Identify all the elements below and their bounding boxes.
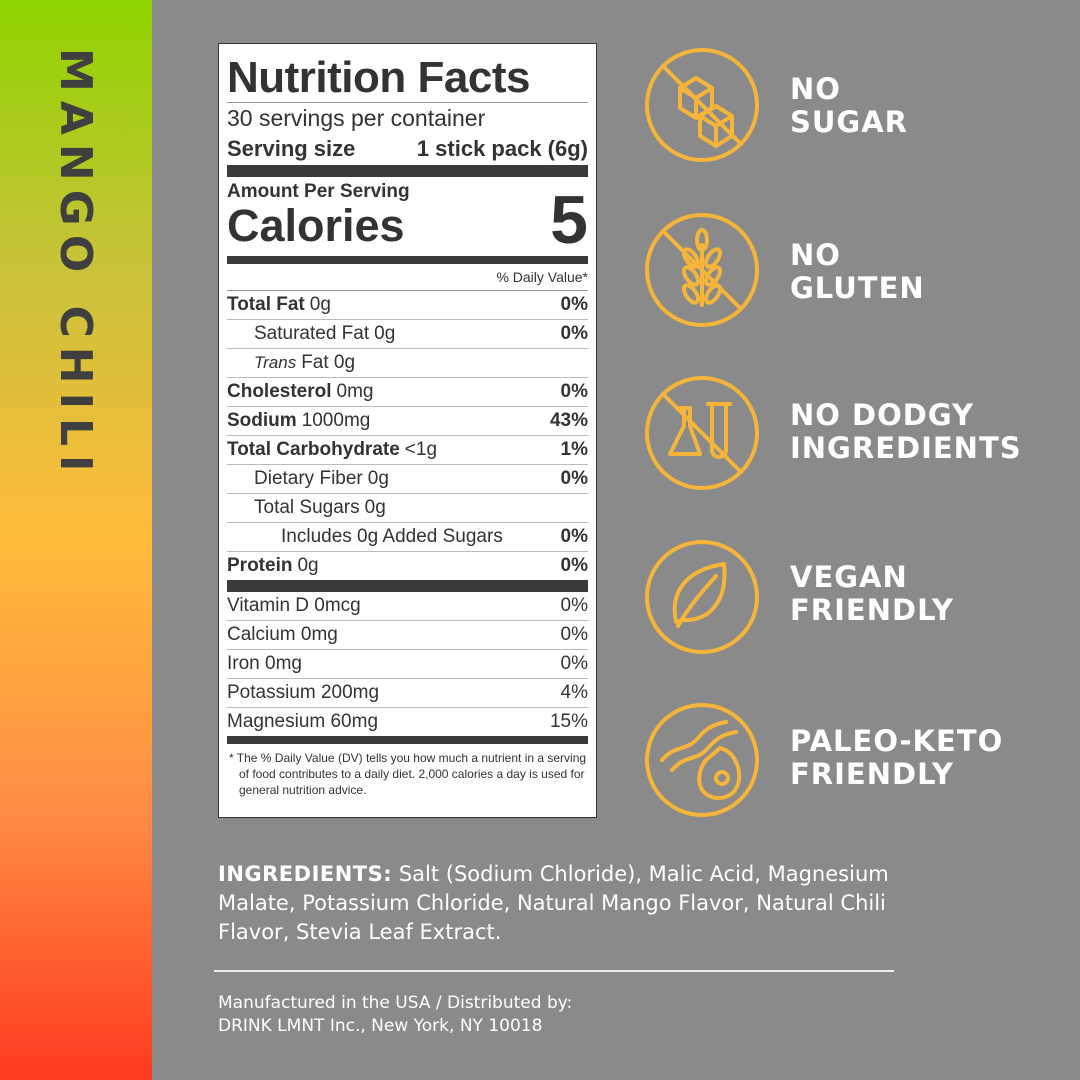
nutrient-amount: <1g [404, 439, 438, 460]
badge-line: FRIENDLY [790, 593, 955, 627]
rule [227, 256, 588, 264]
nutrient-name: Includes 0g Added Sugars [281, 526, 503, 547]
nutrient-row: Total Carbohydrate <1g 1% [227, 436, 588, 465]
vitamin-name: Potassium 200mg [227, 682, 380, 703]
badge-line: SUGAR [790, 105, 909, 139]
vitamin-name: Iron 0mg [227, 653, 302, 674]
rule [227, 580, 588, 592]
vitamin-dv: 0% [560, 624, 588, 645]
serving-size-label: Serving size [227, 136, 356, 161]
badge: PALEO-KETO FRIENDLY [790, 725, 1003, 791]
vitamin-row: Potassium 200mg 4% [227, 679, 588, 708]
nutrient-name: Trans [254, 353, 297, 372]
badge-line: INGREDIENTS [790, 431, 1022, 465]
nutrient-amount: 0g [297, 555, 319, 576]
badge: VEGAN FRIENDLY [790, 561, 954, 627]
badge-line: PALEO-KETO [790, 724, 1004, 758]
nutrient-amount: 0g [374, 323, 396, 344]
flavor-name: MANGO CHILI [50, 48, 101, 481]
vitamin-row: Magnesium 60mg 15% [227, 708, 588, 736]
no-dodgy-ingredients-icon [645, 376, 759, 490]
nutrient-dv: 0% [560, 381, 588, 402]
badge-line: NO DODGY [790, 398, 974, 432]
no-gluten-icon [645, 213, 759, 327]
badge-line: VEGAN [790, 560, 908, 594]
nutrient-amount: 0g [367, 468, 389, 489]
manufacturer: Manufactured in the USA / Distributed by… [218, 992, 572, 1038]
vitamin-row: Calcium 0mg 0% [227, 621, 588, 650]
badge-line: NO [790, 72, 841, 106]
vitamin-row: Iron 0mg 0% [227, 650, 588, 679]
nutrient-row: Cholesterol 0mg 0% [227, 378, 588, 407]
label-title: Nutrition Facts [227, 53, 530, 102]
nutrition-label: Nutrition Facts 30 servings per containe… [218, 43, 597, 818]
rule [227, 165, 588, 177]
nutrient-name: Sodium [227, 410, 297, 431]
nutrient-row: Total Sugars 0g [227, 494, 588, 523]
nutrient-dv: 0% [560, 555, 588, 576]
nutrient-amount: 0g [309, 294, 331, 315]
badge: NO DODGY INGREDIENTS [790, 399, 1022, 465]
nutrient-row: Dietary Fiber 0g 0% [227, 465, 588, 494]
nutrient-row: Includes 0g Added Sugars 0% [227, 523, 588, 552]
nutrient-dv: 1% [560, 439, 588, 460]
nutrient-dv: 43% [549, 410, 588, 431]
ingredients-text: Salt (Sodium Chloride), Malic Acid, Magn… [218, 862, 889, 944]
flavor-strip [0, 0, 152, 1080]
no-sugar-icon [645, 48, 759, 162]
divider [214, 970, 894, 972]
nutrient-name: Dietary Fiber [254, 468, 363, 489]
vitamin-name: Magnesium 60mg [227, 711, 379, 732]
ingredients-label: INGREDIENTS: [218, 862, 393, 886]
vitamin-name: Vitamin D 0mcg [227, 595, 361, 616]
nutrient-dv: 0% [560, 468, 588, 489]
vitamin-row: Vitamin D 0mcg 0% [227, 592, 588, 621]
nutrient-row: Saturated Fat 0g 0% [227, 320, 588, 349]
footnote: * The % Daily Value (DV) tells you how m… [229, 751, 587, 797]
nutrient-dv: 0% [560, 526, 588, 547]
nutrient-row: Protein 0g 0% [227, 552, 588, 580]
nutrient-row: Sodium 1000mg 43% [227, 407, 588, 436]
badge-line: NO [790, 238, 841, 272]
vitamin-dv: 15% [549, 711, 588, 732]
rule [227, 736, 588, 744]
nutrient-name: Protein [227, 555, 293, 576]
daily-value-header: % Daily Value* [227, 264, 588, 291]
amount-per-serving: Amount Per Serving [227, 181, 410, 202]
nutrient-row: Trans Fat 0g [227, 349, 588, 378]
nutrient-row: Total Fat 0g 0% [227, 291, 588, 320]
nutrient-name: Total Sugars [254, 497, 360, 518]
vitamin-name: Calcium 0mg [227, 624, 338, 645]
nutrient-name: Saturated Fat [254, 323, 370, 344]
nutrient-amount: Fat 0g [301, 352, 356, 373]
nutrient-name: Cholesterol [227, 381, 332, 402]
calories-value: 5 [550, 182, 588, 258]
manufacturer-line: Manufactured in the USA / Distributed by… [218, 993, 573, 1013]
paleo-keto-friendly-icon [645, 703, 759, 817]
nutrient-amount: 1000mg [301, 410, 371, 431]
nutrient-name: Total Fat [227, 294, 305, 315]
calories-label: Calories [227, 200, 405, 251]
serving-size: Serving size 1 stick pack (6g) [227, 133, 588, 165]
badge: NO SUGAR [790, 73, 908, 139]
serving-size-value: 1 stick pack (6g) [416, 136, 588, 161]
nutrient-name: Total Carbohydrate [227, 439, 400, 460]
vitamin-dv: 0% [560, 653, 588, 674]
vitamin-dv: 0% [560, 595, 588, 616]
badge-line: FRIENDLY [790, 757, 955, 791]
vegan-friendly-icon [645, 540, 759, 654]
nutrient-amount: 0mg [336, 381, 374, 402]
calories: Calories 5 [227, 186, 588, 254]
nutrient-dv: 0% [560, 323, 588, 344]
servings: 30 servings per container [227, 102, 588, 133]
nutrient-dv: 0% [560, 294, 588, 315]
vitamin-dv: 4% [560, 682, 588, 703]
manufacturer-line: DRINK LMNT Inc., New York, NY 10018 [218, 1016, 543, 1036]
badge: NO GLUTEN [790, 239, 925, 305]
nutrient-amount: 0g [364, 497, 386, 518]
ingredients: INGREDIENTS: Salt (Sodium Chloride), Mal… [218, 860, 898, 947]
badge-line: GLUTEN [790, 271, 925, 305]
